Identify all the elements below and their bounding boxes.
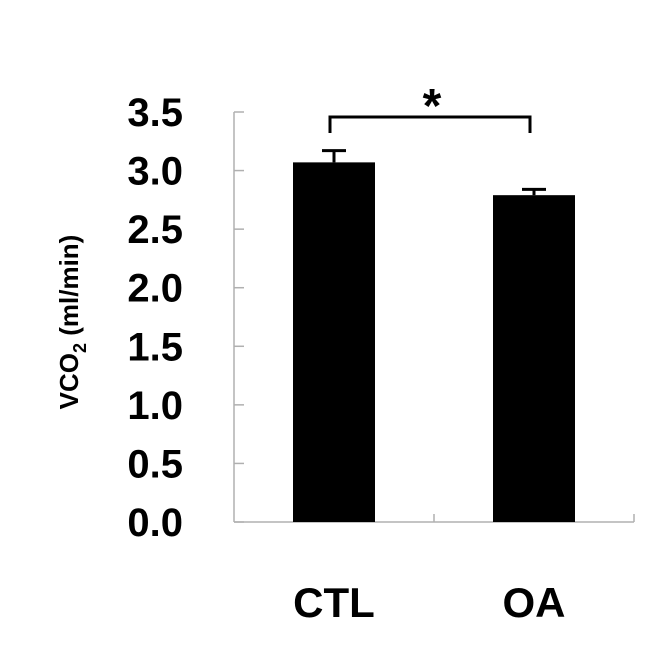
bar-oa: [493, 195, 575, 522]
category-label-oa: OA: [503, 579, 566, 626]
y-axis-label: VCO2 (ml/min): [54, 235, 90, 410]
y-tick-label: 2.5: [127, 208, 183, 252]
category-label-ctl: CTL: [293, 579, 375, 626]
y-tick-label: 3.5: [127, 91, 183, 135]
y-tick-label: 2.0: [127, 267, 183, 311]
significance-bracket: *: [328, 80, 532, 133]
significance-asterisk: *: [423, 80, 442, 133]
y-tick-label: 1.5: [127, 325, 183, 369]
y-axis-label-unit: (ml/min): [54, 235, 84, 343]
bars: [293, 162, 575, 522]
y-tick-label: 0.0: [127, 501, 183, 545]
y-tick-marks: [234, 111, 244, 523]
bar-ctl: [293, 162, 375, 522]
category-labels: CTL OA: [293, 514, 635, 626]
y-tick-label: 0.5: [127, 442, 183, 486]
y-axis-label-main: VCO: [54, 353, 84, 409]
y-tick-label: 3.0: [127, 150, 183, 194]
y-tick-labels: 0.0 0.5 1.0 1.5 2.0 2.5 3.0 3.5: [127, 91, 183, 545]
error-bars: [322, 149, 546, 196]
y-axis-label-subscript: 2: [70, 343, 90, 353]
y-tick-label: 1.0: [127, 384, 183, 428]
significance-bracket-line: [328, 115, 532, 133]
